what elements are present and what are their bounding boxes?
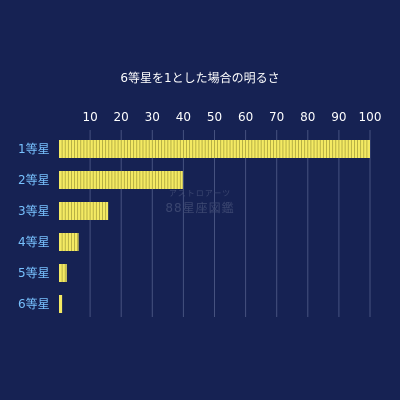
category-label-4: 4等星 [18, 235, 50, 249]
x-tick-70: 70 [269, 110, 284, 124]
bar-5 [59, 264, 67, 282]
watermark-line2: 88星座図鑑 [165, 200, 234, 215]
category-label-5: 5等星 [18, 266, 50, 280]
category-label-2: 2等星 [18, 173, 50, 187]
bar-fill-4 [59, 233, 79, 251]
x-tick-10: 10 [82, 110, 97, 124]
bar-1 [59, 140, 370, 158]
bar-fill-5 [59, 264, 67, 282]
bar-4 [59, 233, 79, 251]
category-label-1: 1等星 [18, 142, 50, 156]
x-axis-ticks: 10 20 30 40 50 60 70 80 90 100 [82, 110, 381, 124]
watermark-line1: アストロアーツ [169, 189, 231, 198]
gridlines [89, 130, 371, 317]
x-tick-90: 90 [331, 110, 346, 124]
category-label-6: 6等星 [18, 297, 50, 311]
category-labels: 1等星 2等星 3等星 4等星 5等星 6等星 [18, 142, 50, 311]
bar-2 [59, 171, 183, 189]
chart-title: 6等星を1とした場合の明るさ [120, 70, 279, 85]
bar-3 [59, 202, 109, 220]
bar-fill-6 [59, 295, 63, 313]
category-label-3: 3等星 [18, 204, 50, 218]
x-tick-50: 50 [207, 110, 222, 124]
x-tick-60: 60 [238, 110, 253, 124]
bar-6 [59, 295, 63, 313]
x-tick-30: 30 [145, 110, 160, 124]
x-tick-100: 100 [359, 110, 382, 124]
x-tick-40: 40 [176, 110, 191, 124]
bars [59, 140, 370, 313]
x-tick-20: 20 [114, 110, 129, 124]
x-tick-80: 80 [300, 110, 315, 124]
